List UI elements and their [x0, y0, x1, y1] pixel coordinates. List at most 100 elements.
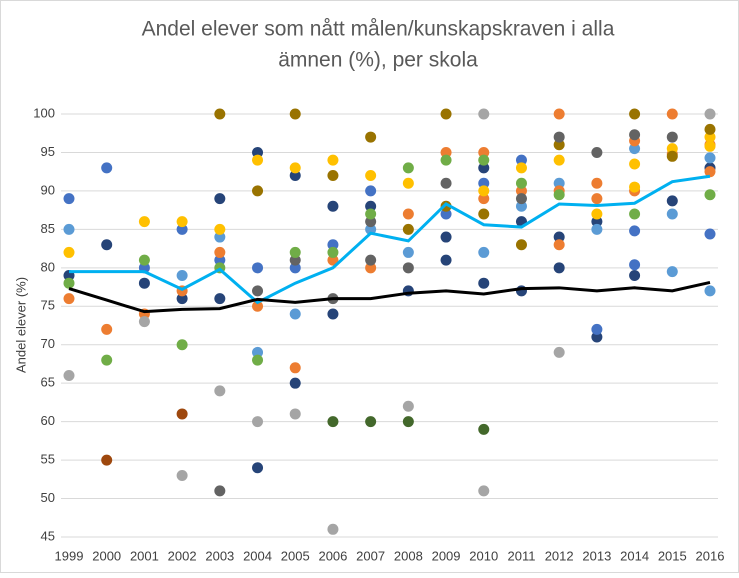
- dot: [402, 162, 414, 174]
- dot: [101, 323, 113, 335]
- dot: [553, 189, 565, 201]
- dot: [214, 254, 226, 266]
- dot: [666, 266, 678, 278]
- dot: [289, 108, 301, 120]
- dot: [440, 231, 452, 243]
- dot: [365, 208, 377, 220]
- x-tick-label: 2008: [394, 548, 423, 563]
- dot: [252, 185, 264, 197]
- x-tick-label: 2015: [658, 548, 687, 563]
- dot: [289, 262, 301, 274]
- y-tick-label: 45: [41, 528, 55, 543]
- dot: [327, 254, 339, 266]
- dot: [629, 129, 641, 141]
- y-tick-label: 65: [41, 375, 55, 390]
- dot: [515, 200, 527, 212]
- dot: [289, 162, 301, 174]
- dot: [629, 208, 641, 220]
- dot: [478, 108, 490, 120]
- dot: [553, 262, 565, 274]
- chart-title: ämnen (%), per skola: [278, 49, 478, 72]
- dot: [629, 270, 641, 282]
- dot: [478, 185, 490, 197]
- dot: [629, 181, 641, 193]
- x-tick-label: 2014: [620, 548, 649, 563]
- x-tick-label: 2010: [469, 548, 498, 563]
- dot: [252, 462, 264, 474]
- y-tick-label: 85: [41, 221, 55, 236]
- dot: [365, 170, 377, 182]
- dot: [402, 177, 414, 189]
- dot: [666, 150, 678, 162]
- dot: [252, 262, 264, 274]
- dot: [440, 177, 452, 189]
- dot: [289, 254, 301, 266]
- dot: [704, 189, 716, 201]
- dot: [289, 408, 301, 420]
- dot: [515, 185, 527, 197]
- dot: [63, 293, 75, 305]
- dot: [252, 154, 264, 166]
- dot: [402, 246, 414, 258]
- dot: [214, 385, 226, 397]
- dot: [440, 154, 452, 166]
- y-tick-label: 70: [41, 336, 55, 351]
- dot: [402, 416, 414, 428]
- dot: [327, 200, 339, 212]
- dot: [515, 193, 527, 205]
- dot: [365, 200, 377, 212]
- dot: [63, 246, 75, 258]
- dot: [515, 177, 527, 189]
- dot: [365, 131, 377, 143]
- dot: [402, 262, 414, 274]
- dot: [289, 377, 301, 389]
- dot: [440, 254, 452, 266]
- dot: [629, 225, 641, 237]
- dot: [101, 239, 113, 251]
- dot: [666, 108, 678, 120]
- dot: [478, 485, 490, 497]
- dot: [176, 293, 188, 305]
- dot: [138, 216, 150, 228]
- dot: [176, 223, 188, 235]
- dot: [629, 143, 641, 155]
- dot: [591, 208, 603, 220]
- x-tick-label: 2016: [696, 548, 725, 563]
- y-tick-label: 50: [41, 490, 55, 505]
- dot: [591, 331, 603, 343]
- dot: [666, 131, 678, 143]
- dot: [553, 154, 565, 166]
- dot: [704, 140, 716, 152]
- dot: [440, 200, 452, 212]
- dot: [327, 246, 339, 258]
- dot: [176, 216, 188, 228]
- x-tick-label: 2000: [92, 548, 121, 563]
- dot: [591, 177, 603, 189]
- y-tick-label: 75: [41, 298, 55, 313]
- x-tick-label: 2006: [318, 548, 347, 563]
- dot: [515, 162, 527, 174]
- dot: [402, 400, 414, 412]
- x-tick-label: 2013: [582, 548, 611, 563]
- dot: [402, 223, 414, 235]
- dot: [327, 523, 339, 535]
- dot: [252, 300, 264, 312]
- dot: [289, 246, 301, 258]
- dot: [478, 208, 490, 220]
- x-tick-label: 2012: [545, 548, 574, 563]
- dot: [365, 223, 377, 235]
- dot: [440, 146, 452, 158]
- dot: [704, 228, 716, 240]
- dot: [629, 108, 641, 120]
- dot: [478, 193, 490, 205]
- dot: [440, 108, 452, 120]
- x-tick-label: 2009: [432, 548, 461, 563]
- dot: [478, 162, 490, 174]
- dot: [591, 223, 603, 235]
- y-axis-label: Andel elever (%): [13, 277, 28, 373]
- dot: [63, 193, 75, 205]
- x-tick-label: 2004: [243, 548, 272, 563]
- dot: [214, 193, 226, 205]
